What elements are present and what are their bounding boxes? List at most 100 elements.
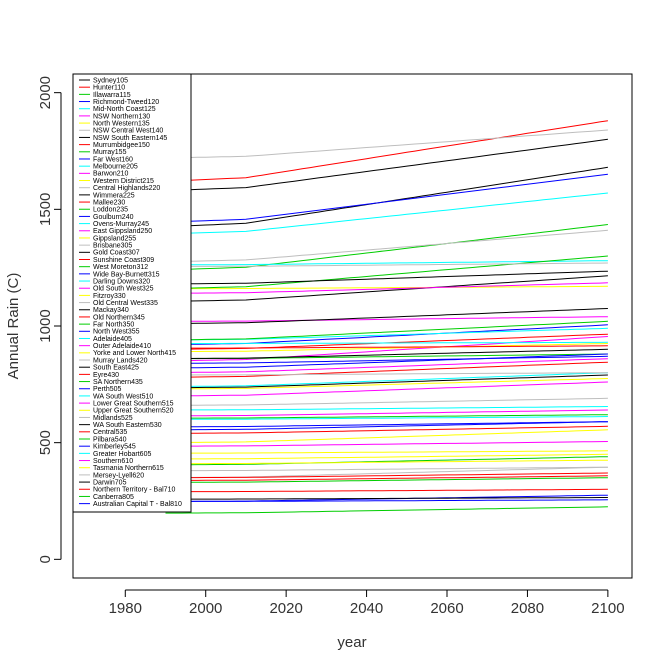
legend-label: Central Highlands220 [93, 185, 160, 192]
y-axis: 0 500 1000 1500 2000 [37, 76, 62, 564]
legend-label: Adelaide405 [93, 336, 132, 343]
series-line [165, 506, 608, 514]
legend-label: North Western135 [93, 120, 150, 127]
legend-label: Canberra805 [93, 494, 134, 501]
legend-label: Far West160 [93, 156, 133, 163]
series-line [165, 173, 608, 223]
series-line [165, 345, 608, 349]
legend-label: Loddon235 [93, 207, 128, 214]
series-line [165, 320, 608, 341]
legend-label: Mersey-Lyell620 [93, 472, 144, 479]
series-line [165, 409, 608, 417]
series-line [165, 381, 608, 397]
legend-label: Gippsland255 [93, 235, 136, 242]
legend-label: Murrumbidgee150 [93, 142, 150, 149]
legend-label: Australian Capital T - Bal810 [93, 501, 182, 508]
series-line [165, 192, 608, 235]
legend-label: North West355 [93, 329, 140, 336]
legend-label: Darwin705 [93, 479, 127, 486]
series-line [165, 421, 608, 428]
legend-label: Gold Coast307 [93, 250, 140, 257]
series-line [165, 475, 608, 481]
legend-label: Perth505 [93, 386, 122, 393]
x-tick-label: 2000 [189, 600, 222, 617]
legend-label: NSW South Eastern145 [93, 135, 167, 142]
series-line [165, 441, 608, 447]
legend-label: Wide Bay-Burnett315 [93, 271, 160, 278]
legend-label: Old South West325 [93, 286, 154, 293]
legend-box [72, 73, 192, 513]
legend-label: Southern610 [93, 458, 133, 465]
y-tick-label: 2000 [37, 76, 54, 109]
legend-label: Murray155 [93, 149, 127, 156]
y-tick-label: 1500 [37, 193, 54, 226]
legend-label: Old Northern345 [93, 314, 145, 321]
series-line [165, 358, 608, 374]
legend-label: Central535 [93, 429, 127, 436]
legend-label: Darling Downs320 [93, 278, 150, 285]
series-line [165, 255, 608, 290]
legend-label: Fitzroy330 [93, 293, 126, 300]
legend-label: Far North350 [93, 322, 134, 329]
x-tick-label: 2060 [430, 600, 463, 617]
legend-label: Mallee230 [93, 199, 125, 206]
legend-label: Midlands525 [93, 415, 133, 422]
series-line [165, 488, 608, 493]
series-line [165, 361, 608, 378]
legend-label: Richmond-Tweed120 [93, 99, 159, 106]
series-line [165, 429, 608, 444]
legend-label: Brisbane305 [93, 243, 132, 250]
legend-label: WA South Eastern530 [93, 422, 162, 429]
series-line [165, 450, 608, 454]
series-line [165, 372, 608, 376]
series-line [165, 421, 608, 431]
series-line [165, 374, 608, 389]
x-axis-title: year [337, 634, 366, 651]
series-line [165, 497, 608, 500]
y-tick-label: 500 [37, 430, 54, 455]
series-layer [165, 120, 608, 514]
legend-label: West Moreton312 [93, 264, 148, 271]
series-line [165, 477, 608, 483]
legend-label: NSW Central West140 [93, 128, 163, 135]
legend: Sydney105Hunter110Illawarra115Richmond-T… [72, 73, 192, 513]
series-line [165, 138, 608, 192]
legend-label: Kimberley545 [93, 444, 136, 451]
legend-label: Tasmania Northern615 [93, 465, 164, 472]
legend-label: WA South West510 [93, 393, 153, 400]
y-tick-label: 0 [37, 555, 54, 563]
legend-label: Melbourne205 [93, 164, 138, 171]
series-line [165, 270, 608, 285]
legend-label: Mid-North Coast125 [93, 106, 156, 113]
series-line [165, 282, 608, 294]
series-line [165, 327, 608, 341]
series-line [165, 308, 608, 325]
series-line [165, 343, 608, 353]
legend-label: Illawarra115 [93, 92, 131, 99]
series-line [165, 378, 608, 390]
legend-label: Sydney105 [93, 77, 128, 84]
series-line [165, 336, 608, 362]
series-line [165, 275, 608, 302]
series-line [165, 316, 608, 322]
series-line [165, 416, 608, 420]
x-tick-label: 2020 [269, 600, 302, 617]
legend-label: Goulburn240 [93, 214, 134, 221]
legend-label: South East425 [93, 365, 139, 372]
series-line [165, 353, 608, 369]
legend-label: Murray Lands420 [93, 357, 148, 364]
series-line [165, 453, 608, 460]
y-axis-title: Annual Rain (C) [5, 273, 22, 380]
legend-label: Greater Hobart605 [93, 451, 151, 458]
x-tick-label: 2100 [591, 600, 624, 617]
series-line [165, 348, 608, 360]
series-line [165, 499, 608, 502]
legend-label: Pilbara540 [93, 436, 127, 443]
x-axis: 1980 2000 2020 2040 2060 2080 2100 [109, 589, 625, 617]
series-line [165, 120, 608, 182]
series-line [165, 397, 608, 406]
legend-label: Outer Adelaide410 [93, 343, 151, 350]
legend-label: NSW Northern130 [93, 113, 150, 120]
series-line [165, 459, 608, 465]
